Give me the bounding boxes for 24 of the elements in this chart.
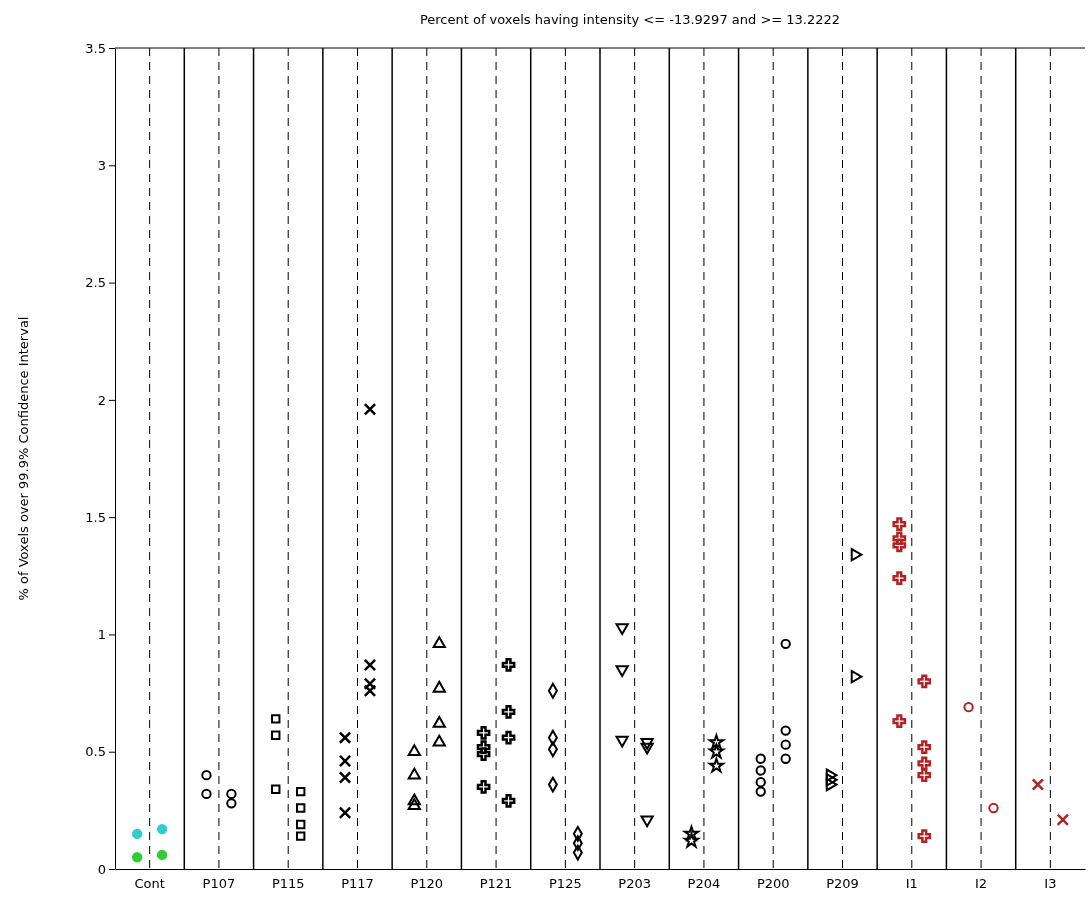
- x-tick-label: P125: [549, 876, 582, 892]
- x-tick-label: P121: [479, 876, 513, 892]
- y-tick-label: 0.5: [85, 744, 106, 760]
- chart-title: Percent of voxels having intensity <= -13.9297 and >= 13.2222: [419, 12, 841, 27]
- x-tick-label: P204: [687, 876, 721, 892]
- x-tick-label: I2: [975, 876, 988, 892]
- x-tick-label: P203: [618, 876, 651, 892]
- y-tick-label: 3: [97, 157, 106, 173]
- x-tick-label: P115: [271, 876, 305, 892]
- x-tick-label: P107: [202, 876, 236, 892]
- x-tick-label: I3: [1044, 876, 1057, 892]
- x-tick-label: P209: [826, 876, 859, 892]
- y-tick-label: 2.5: [85, 275, 106, 291]
- y-tick-label: 2: [97, 392, 106, 408]
- x-tick-label: I1: [905, 876, 918, 892]
- y-tick-label: 3.5: [85, 40, 106, 56]
- y-tick-label: 0: [97, 861, 106, 877]
- x-tick-label: P200: [756, 876, 790, 892]
- x-tick-label: P120: [410, 876, 444, 892]
- y-axis-title: % of Voxels over 99.9% Confidence Interval: [16, 316, 31, 601]
- y-tick-label: 1.5: [85, 509, 106, 525]
- x-tick-label: Cont: [134, 876, 165, 892]
- y-tick-label: 1: [97, 627, 106, 643]
- x-tick-label: P117: [341, 876, 374, 892]
